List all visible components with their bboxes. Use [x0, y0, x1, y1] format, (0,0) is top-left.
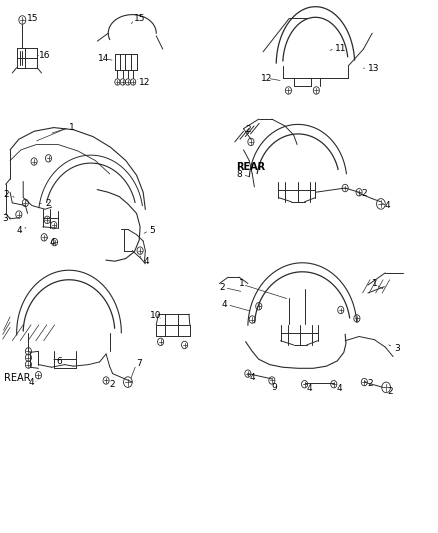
Text: 2: 2	[387, 386, 392, 395]
Text: 12: 12	[261, 74, 272, 83]
Text: 4: 4	[249, 373, 254, 382]
Text: 4: 4	[28, 377, 34, 386]
Text: 3: 3	[2, 214, 8, 223]
Text: 6: 6	[56, 358, 61, 367]
Text: REAR: REAR	[4, 373, 30, 383]
Text: 15: 15	[27, 14, 38, 23]
Text: 4: 4	[336, 384, 341, 393]
Text: 1: 1	[239, 279, 244, 288]
Text: 16: 16	[39, 51, 50, 60]
Text: 2: 2	[360, 189, 366, 198]
Text: 11: 11	[334, 44, 346, 53]
Text: 12: 12	[138, 78, 150, 87]
Text: 1: 1	[371, 279, 377, 288]
Text: 2: 2	[245, 125, 251, 134]
Text: 15: 15	[134, 14, 145, 23]
Text: 4: 4	[384, 201, 389, 210]
Text: 13: 13	[367, 64, 378, 73]
Text: 4: 4	[221, 300, 227, 309]
Text: 2: 2	[4, 190, 9, 199]
Text: 4: 4	[143, 257, 148, 265]
Text: 2: 2	[366, 378, 372, 387]
Text: REAR: REAR	[236, 162, 265, 172]
Text: 2: 2	[45, 199, 50, 208]
Text: 10: 10	[149, 311, 161, 320]
Text: 2: 2	[110, 379, 115, 389]
Text: 4: 4	[306, 384, 312, 393]
Text: 1: 1	[69, 123, 74, 132]
Text: 8: 8	[236, 170, 241, 179]
Text: 14: 14	[98, 54, 110, 62]
Text: 9: 9	[270, 383, 276, 392]
Text: 3: 3	[393, 344, 399, 353]
Text: 4: 4	[17, 226, 22, 235]
Text: 2: 2	[219, 283, 225, 292]
Text: 7: 7	[136, 359, 142, 367]
Text: 5: 5	[149, 226, 155, 235]
Text: 4: 4	[49, 238, 55, 247]
